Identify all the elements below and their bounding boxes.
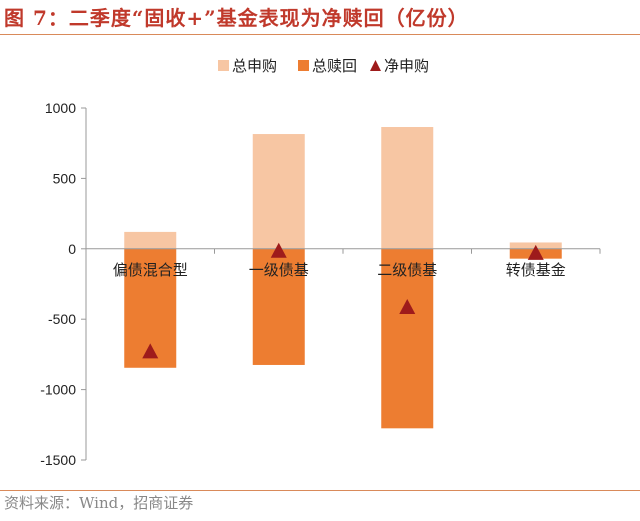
- bar-total-subscription: [252, 134, 305, 249]
- legend-label: 总申购: [232, 57, 277, 75]
- net-subscription-marker: [142, 343, 159, 359]
- y-tick-label: 0: [68, 241, 76, 257]
- bar-total-subscription: [124, 231, 177, 249]
- legend-label: 净申购: [384, 57, 429, 75]
- bar-total-redemption: [252, 248, 305, 365]
- net-subscription-marker: [399, 299, 416, 315]
- bar-total-redemption: [381, 248, 434, 429]
- source-rule: [0, 490, 640, 491]
- title-rule: [0, 34, 640, 35]
- category-label: 转债基金: [506, 261, 566, 279]
- category-label: 偏债混合型: [113, 261, 188, 279]
- net-subscription-marker: [270, 242, 287, 258]
- y-tick-label: -1000: [40, 382, 76, 398]
- y-tick-label: -1500: [40, 452, 76, 468]
- category-label: 一级债基: [249, 261, 309, 279]
- bar-total-subscription: [381, 127, 434, 249]
- y-tick-label: 1000: [45, 100, 76, 116]
- figure-title: 图 7：二季度“固收+”基金表现为净赎回（亿份）: [4, 6, 469, 30]
- legend-swatch: [218, 60, 229, 71]
- y-tick-label: 500: [53, 170, 77, 186]
- legend-swatch: [298, 60, 309, 71]
- source-note: 资料来源：Wind，招商证券: [4, 494, 194, 512]
- legend-label: 总赎回: [312, 57, 357, 75]
- category-label: 二级债基: [377, 261, 437, 279]
- legend-marker: [370, 60, 381, 71]
- net-subscription-marker: [527, 244, 544, 260]
- y-tick-label: -500: [48, 311, 76, 327]
